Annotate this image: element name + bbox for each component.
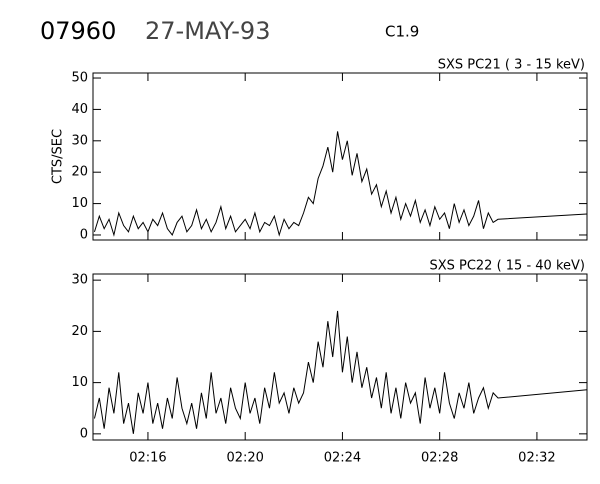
y-tick-label: 40 — [71, 102, 88, 117]
event-id: 07960 — [40, 17, 116, 45]
x-tick-label: 02:20 — [226, 451, 263, 466]
y-tick-label: 30 — [71, 133, 88, 148]
data-line — [93, 131, 588, 237]
y-tick-label: 30 — [71, 273, 88, 288]
panel-title: SXS PC22 ( 15 - 40 keV) — [429, 259, 585, 274]
y-tick-label: 20 — [71, 324, 88, 339]
y-tick-label: 20 — [71, 165, 88, 180]
y-tick-label: 10 — [71, 375, 88, 390]
y-tick-label: 0 — [80, 426, 88, 441]
x-tick-label: 02:28 — [421, 451, 458, 466]
y-tick-label: 0 — [80, 227, 88, 242]
x-tick-label: 02:16 — [129, 451, 166, 466]
y-tick-label: 10 — [71, 196, 88, 211]
data-line — [93, 310, 588, 434]
y-tick-label: 50 — [71, 71, 88, 86]
panel-title: SXS PC21 ( 3 - 15 keV) — [438, 58, 585, 73]
plot-frame — [92, 273, 588, 441]
x-tick-label: 02:24 — [324, 451, 361, 466]
x-tick-label: 02:32 — [518, 451, 555, 466]
y-axis-label: CTS/SEC — [51, 129, 66, 184]
plot-frame — [92, 72, 588, 241]
flare-class: C1.9 — [385, 23, 419, 41]
event-date: 27-MAY-93 — [145, 17, 270, 45]
